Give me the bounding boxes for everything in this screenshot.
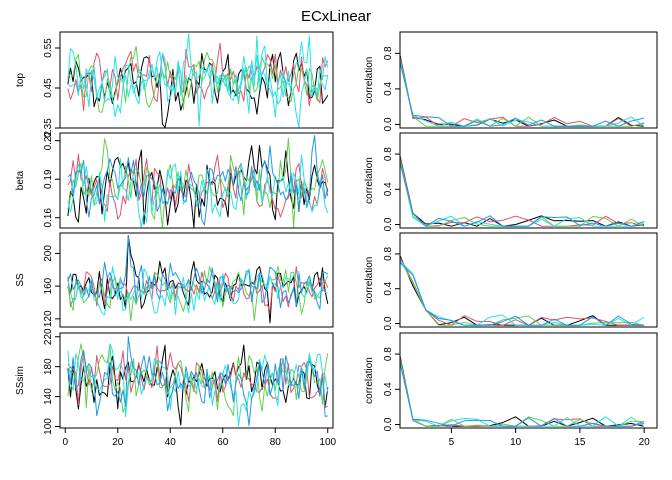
autocorrelation-plot-top: 0.0 0.4 0.8 correlation <box>364 31 658 131</box>
chain-1-acf <box>399 54 645 127</box>
y-tick-label: 160 <box>43 277 54 294</box>
chain-1-acf <box>399 155 645 227</box>
chain-5-acf <box>399 262 645 326</box>
y-axis-label: correlation <box>364 357 375 404</box>
chain-4-acf <box>399 60 645 127</box>
chain-3-trace <box>67 137 329 228</box>
y-tick-label: 180 <box>43 358 54 375</box>
chain-1-acf <box>399 255 645 326</box>
chain-1-acf <box>399 355 645 427</box>
y-tick-label: 0.8 <box>383 147 394 161</box>
plot-frame <box>59 232 334 328</box>
y-tick-label: 120 <box>43 310 54 327</box>
chain-4-trace <box>67 266 328 316</box>
y-tick-label: 0.55 <box>43 38 54 58</box>
y-axis-label: SSsim <box>15 366 26 395</box>
y-tick-label: 0.0 <box>383 117 394 131</box>
y-tick-label: 0.35 <box>43 118 54 138</box>
x-tick-label: 10 <box>510 437 522 448</box>
y-axis-label: SS <box>15 273 26 287</box>
y-tick-label: 0.8 <box>383 347 394 361</box>
chain-5-acf <box>399 362 645 427</box>
y-tick-label: 0.0 <box>383 417 394 431</box>
y-axis-label: correlation <box>364 57 375 104</box>
trace-plot-sssim: 100 140 180 220 SSsim 0 20 40 60 80 100 <box>15 328 337 448</box>
chain-5-trace <box>67 235 329 310</box>
plot-frame <box>399 332 658 429</box>
autocorrelation-plot-sssim: 0.0 0.4 0.8 correlation 5 10 15 20 <box>364 332 658 448</box>
x-tick-label: 40 <box>165 437 177 448</box>
y-tick-label: 0.0 <box>383 316 394 330</box>
chain-4-trace <box>67 35 329 127</box>
y-axis-label: top <box>15 73 26 87</box>
trace-plot-ss: 120 160 200 SS <box>15 232 334 328</box>
chain-5-trace <box>67 135 329 226</box>
y-tick-label: 0.16 <box>43 208 54 228</box>
chain-5-trace <box>67 336 328 427</box>
x-tick-label: 5 <box>449 437 455 448</box>
trace-plot-beta: 0.16 0.19 0.22 beta <box>15 131 334 229</box>
plot-frame <box>59 132 334 229</box>
x-tick-label: 100 <box>319 437 336 448</box>
chain-2-acf <box>399 257 645 326</box>
y-tick-label: 220 <box>43 328 54 345</box>
y-tick-label: 0.45 <box>43 78 54 98</box>
y-axis-label: correlation <box>364 257 375 304</box>
x-tick-label: 0 <box>62 437 68 448</box>
chain-4-acf <box>399 360 645 427</box>
y-tick-label: 0.4 <box>383 281 394 295</box>
autocorrelation-plot-ss: 0.0 0.4 0.8 correlation <box>364 232 658 330</box>
plot-frame <box>399 132 658 229</box>
y-tick-label: 0.22 <box>43 131 54 151</box>
chain-4-acf <box>399 260 645 326</box>
x-tick-label: 20 <box>639 437 651 448</box>
autocorrelation-plot-beta: 0.0 0.4 0.8 correlation <box>364 132 658 231</box>
chain-3-acf <box>399 159 645 227</box>
y-tick-label: 0.19 <box>43 169 54 189</box>
trace-plot-top: 0.35 0.45 0.55 top <box>15 31 334 138</box>
chain-3-acf <box>399 258 645 326</box>
y-tick-label: 0.4 <box>383 82 394 96</box>
chain-5-acf <box>399 62 645 127</box>
chain-3-trace <box>67 265 329 322</box>
x-tick-label: 15 <box>574 437 586 448</box>
plot-frame <box>399 31 658 129</box>
chain-4-trace <box>67 154 329 228</box>
y-tick-label: 140 <box>43 388 54 405</box>
y-tick-label: 0.8 <box>383 247 394 261</box>
chain-2-acf <box>399 157 645 227</box>
plot-frame <box>59 31 334 129</box>
y-tick-label: 0.4 <box>383 182 394 196</box>
y-tick-label: 0.0 <box>383 217 394 231</box>
chain-3-acf <box>399 359 645 427</box>
x-tick-label: 20 <box>112 437 124 448</box>
chain-2-acf <box>399 357 645 427</box>
chain-5-acf <box>399 162 645 227</box>
plot-frame <box>59 332 334 429</box>
chain-4-trace <box>67 343 329 427</box>
chain-2-acf <box>399 56 645 127</box>
plot-frame <box>399 232 658 328</box>
x-tick-label: 80 <box>270 437 282 448</box>
y-tick-label: 0.8 <box>383 46 394 60</box>
y-tick-label: 200 <box>43 245 54 262</box>
chain-4-acf <box>399 160 645 227</box>
chain-5-trace <box>67 33 329 128</box>
y-tick-label: 100 <box>43 418 54 435</box>
chain-3-acf <box>399 58 645 127</box>
x-tick-label: 60 <box>217 437 229 448</box>
y-tick-label: 0.4 <box>383 382 394 396</box>
figure-title: ECxLinear <box>301 8 371 25</box>
y-axis-label: correlation <box>364 157 375 204</box>
y-axis-label: beta <box>15 170 26 190</box>
